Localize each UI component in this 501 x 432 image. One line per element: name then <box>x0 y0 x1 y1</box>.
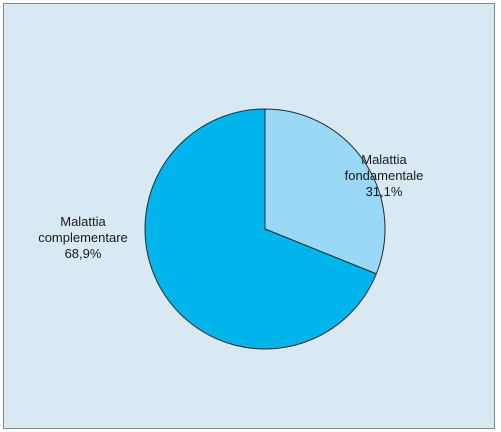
label-complementare: Malattia complementare 68,9% <box>18 214 148 262</box>
label-fondamentale-line2: fondamentale <box>344 168 424 183</box>
pie-chart <box>144 108 386 350</box>
label-complementare-line1: Malattia <box>60 214 106 229</box>
label-fondamentale-line1: Malattia <box>361 152 407 167</box>
label-complementare-value: 68,9% <box>64 246 102 261</box>
pie-slice-0 <box>264 108 386 275</box>
label-fondamentale-value: 31,1% <box>365 184 403 199</box>
label-fondamentale: Malattia fondamentale 31,1% <box>329 152 439 200</box>
label-complementare-line2: complementare <box>38 230 128 245</box>
chart-frame: Malattia fondamentale 31,1% Malattia com… <box>3 3 495 429</box>
pie-slice-1 <box>144 108 377 350</box>
